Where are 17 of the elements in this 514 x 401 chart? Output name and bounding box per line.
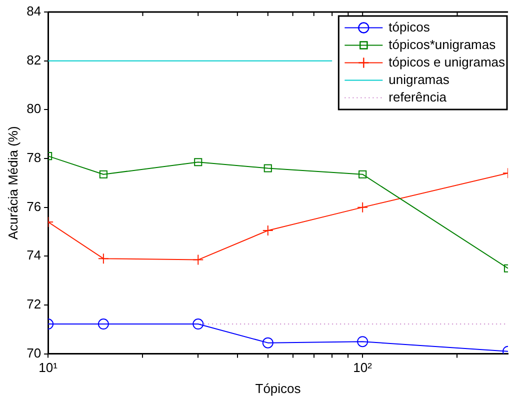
y-tick-label: 74 <box>26 248 42 263</box>
legend-label: tópicos*unigramas <box>388 36 496 52</box>
legend-label: tópicos e unigramas <box>388 54 506 70</box>
x-axis-title: Tópicos <box>255 380 302 396</box>
legend-label: tópicos <box>388 19 430 34</box>
x-tick-label: 10² <box>353 360 373 376</box>
legend-label: unigramas <box>388 72 450 87</box>
y-tick-label: 84 <box>26 4 42 19</box>
y-tick-label: 70 <box>26 345 42 360</box>
y-tick-label: 78 <box>26 150 42 166</box>
y-axis-title: Acurácia Média (%) <box>5 126 20 240</box>
legend-label: referência <box>388 89 448 104</box>
y-tick-label: 76 <box>26 198 42 214</box>
y-tick-label: 72 <box>26 296 42 312</box>
y-tick-label: 80 <box>26 101 42 116</box>
x-tick-label: 10¹ <box>38 360 58 376</box>
y-tick-label: 82 <box>26 52 42 68</box>
